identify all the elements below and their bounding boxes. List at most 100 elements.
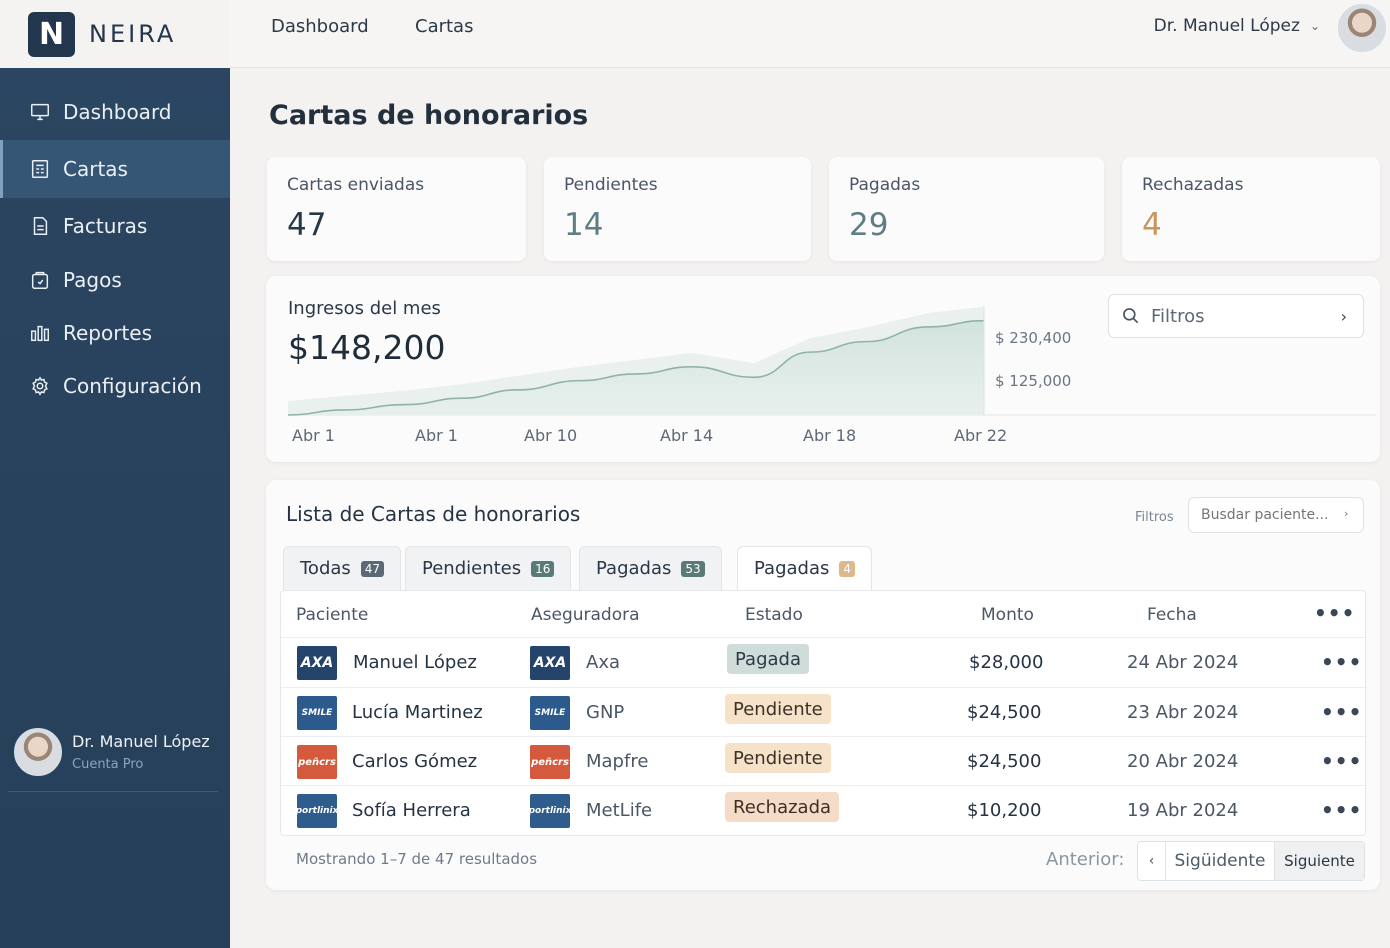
sidebar-item-cartas[interactable]: Cartas: [0, 140, 230, 198]
avatar: [14, 727, 62, 776]
monitor-icon: [28, 100, 52, 124]
sidebar-user-name: Dr. Manuel López: [72, 731, 210, 751]
insurer-name: MetLife: [586, 800, 653, 821]
patient-name: Carlos Gómez: [352, 751, 478, 772]
results-summary: Mostrando 1–7 de 47 resultados: [296, 850, 538, 868]
tab-label: Pagadas: [596, 558, 672, 579]
sidebar-item-reportes[interactable]: Reportes: [0, 306, 230, 360]
sidebar-item-dashboard[interactable]: Dashboard: [0, 84, 230, 140]
sidebar-item-pagos[interactable]: Pagos: [0, 253, 230, 306]
x-tick-label: Abr 1: [292, 426, 335, 445]
tab-count-badge: 4: [839, 560, 856, 577]
page-title: Cartas de honorarios: [269, 100, 589, 131]
tab-label: Todas: [300, 558, 351, 579]
stat-label: Pagadas: [849, 175, 921, 195]
pager-previous[interactable]: Anterior:: [1046, 849, 1125, 870]
patient-name: Lucía Martinez: [352, 702, 483, 723]
stat-value: 14: [564, 207, 604, 243]
brand-logo: N: [28, 11, 75, 57]
x-tick-label: Abr 10: [524, 426, 578, 445]
insurer-name: Axa: [586, 652, 620, 673]
patient-name: Sofía Herrera: [352, 800, 471, 821]
income-value: $148,200: [288, 328, 446, 367]
date: 20 Abr 2024: [1127, 751, 1239, 772]
date: 23 Abr 2024: [1127, 702, 1239, 723]
metlife-logo-icon: portlinix: [296, 794, 338, 828]
date: 24 Abr 2024: [1127, 652, 1239, 673]
tab-count-badge: 53: [681, 560, 705, 577]
column-options-icon[interactable]: •••: [1314, 601, 1356, 625]
user-menu[interactable]: Dr. Manuel López ⌄: [1154, 16, 1320, 36]
avatar[interactable]: [1338, 4, 1386, 52]
stat-label: Pendientes: [564, 175, 658, 195]
sidebar-item-configuracion[interactable]: Configuración: [0, 360, 230, 412]
stat-value: 29: [849, 207, 889, 243]
chart-series-line: [287, 319, 985, 416]
column-header-insurer[interactable]: Aseguradora: [531, 605, 640, 625]
tab-pagadas[interactable]: Pagadas 53: [579, 546, 722, 590]
top-tab-dashboard[interactable]: Dashboard: [271, 16, 369, 37]
stat-label: Rechazadas: [1142, 175, 1244, 195]
x-tick-label: Abr 18: [803, 426, 857, 445]
sidebar-item-label: Pagos: [63, 267, 122, 292]
stat-card-pending: Pendientes 14: [544, 157, 811, 261]
amount: $10,200: [967, 800, 1042, 821]
top-tab-cartas[interactable]: Cartas: [415, 16, 474, 37]
income-chart: [287, 306, 1376, 416]
gnp-logo-icon: SMILE: [297, 696, 337, 730]
table-row[interactable]: portlinix Sofía Herrera portlinix MetLif…: [281, 785, 1365, 834]
stat-value: 4: [1142, 207, 1162, 243]
sidebar-user[interactable]: Dr. Manuel López Cuenta Pro: [8, 712, 218, 792]
pager-next-secondary[interactable]: Sigüidente: [1174, 851, 1266, 871]
mapfre-logo-icon: peñcrs: [297, 745, 337, 779]
table-row[interactable]: peñcrs Carlos Gómez peñcrs Mapfre Pendie…: [281, 736, 1365, 785]
pager-next-button[interactable]: Siguiente: [1274, 842, 1364, 880]
sidebar-item-label: Cartas: [63, 157, 128, 181]
chevron-down-icon: ⌄: [1309, 19, 1320, 33]
stat-label: Cartas enviadas: [287, 175, 425, 195]
filters-button[interactable]: Filtros ›: [1108, 294, 1364, 338]
amount: $24,500: [967, 751, 1042, 772]
status-badge: Pagada: [727, 644, 809, 674]
topbar: Dashboard Cartas Dr. Manuel López ⌄: [230, 0, 1390, 68]
gear-icon: [28, 374, 52, 398]
column-header-date[interactable]: Fecha: [1147, 605, 1197, 625]
tab-pagadas-2[interactable]: Pagadas 4: [737, 546, 873, 590]
chevron-left-icon[interactable]: ‹: [1138, 842, 1166, 880]
brand[interactable]: N NEIRA: [0, 0, 230, 68]
row-actions-icon[interactable]: •••: [1321, 650, 1363, 674]
chart-area-fill: [288, 320, 984, 415]
letters-list-card: Lista de Cartas de honorarios Filtros › …: [266, 480, 1380, 890]
income-card: Ingresos del mes $148,200 $ 230,400 $ 12…: [266, 276, 1380, 462]
row-actions-icon[interactable]: •••: [1321, 798, 1363, 822]
table-row[interactable]: AXA Manuel López AXA Axa Pagada $28,000 …: [281, 637, 1365, 686]
list-filters-label[interactable]: Filtros: [1135, 510, 1174, 525]
column-header-patient[interactable]: Paciente: [296, 605, 369, 625]
tab-todas[interactable]: Todas 47: [283, 546, 402, 590]
column-header-amount[interactable]: Monto: [981, 605, 1034, 625]
gnp-logo-icon: SMILE: [530, 696, 570, 730]
table-row[interactable]: SMILE Lucía Martinez SMILE GNP Pendiente…: [281, 687, 1365, 736]
row-actions-icon[interactable]: •••: [1321, 700, 1363, 724]
row-actions-icon[interactable]: •••: [1321, 749, 1363, 773]
income-label: Ingresos del mes: [288, 298, 441, 319]
tab-pendientes[interactable]: Pendientes 16: [405, 546, 572, 590]
patient-search-input[interactable]: [1188, 497, 1364, 533]
column-header-status[interactable]: Estado: [745, 605, 803, 625]
list-title: Lista de Cartas de honorarios: [286, 502, 581, 526]
sidebar-item-facturas[interactable]: Facturas: [0, 198, 230, 253]
letters-icon: [28, 157, 52, 181]
insurer-name: Mapfre: [586, 751, 649, 772]
amount: $24,500: [967, 702, 1042, 723]
metlife-logo-icon: portlinix: [529, 794, 571, 828]
pagination: ‹ Sigüidente Siguiente: [1137, 841, 1365, 881]
tab-count-badge: 47: [360, 560, 385, 577]
sidebar-user-plan: Cuenta Pro: [72, 756, 144, 772]
x-tick-label: Abr 14: [660, 426, 714, 445]
date: 19 Abr 2024: [1127, 800, 1239, 821]
invoice-icon: [28, 214, 52, 238]
status-badge: Rechazada: [725, 792, 840, 822]
patient-name: Manuel López: [353, 652, 477, 673]
axa-logo-icon: AXA: [530, 646, 570, 680]
sidebar-item-label: Configuración: [63, 374, 202, 398]
